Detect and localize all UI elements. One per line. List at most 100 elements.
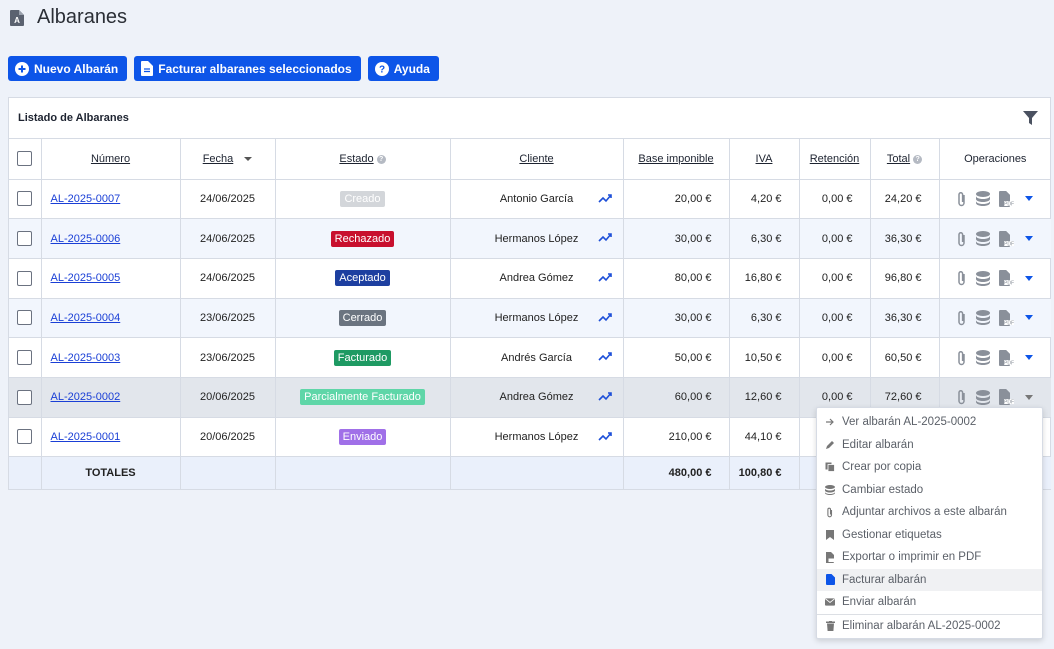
help-button[interactable]: ? Ayuda: [367, 56, 439, 81]
database-icon[interactable]: [976, 310, 991, 326]
table-row[interactable]: AL-2025-0002 20/06/2025 Parcialmente Factu…: [9, 377, 1051, 418]
row-checkbox[interactable]: [17, 231, 33, 247]
database-icon[interactable]: [976, 270, 991, 286]
trend-chart-icon[interactable]: [597, 391, 612, 401]
database-icon[interactable]: [976, 389, 991, 405]
col-numero[interactable]: Número: [41, 139, 181, 180]
paperclip-icon[interactable]: [957, 231, 967, 247]
paperclip-icon: [825, 507, 835, 518]
albaran-number-link[interactable]: AL-2025-0003: [50, 351, 121, 364]
page-header: A Albaranes: [10, 6, 127, 29]
invoice-selected-button[interactable]: Facturar albaranes seleccionados: [134, 56, 361, 81]
col-base[interactable]: Base imponible: [623, 139, 730, 180]
chevron-down-icon[interactable]: [1025, 275, 1034, 281]
pdf-icon[interactable]: PDF: [999, 389, 1015, 406]
menu-item-trash[interactable]: Eliminar albarán AL-2025-0002: [817, 615, 1042, 638]
invoice-icon: [825, 574, 835, 586]
trend-chart-icon[interactable]: [597, 272, 612, 282]
col-iva[interactable]: IVA: [729, 139, 800, 180]
row-checkbox[interactable]: [17, 270, 33, 286]
new-albaran-button[interactable]: Nuevo Albarán: [8, 56, 128, 81]
albaran-number-link[interactable]: AL-2025-0007: [50, 192, 121, 205]
table-row[interactable]: AL-2025-0004 23/06/2025 Cerrado Hermanos Ló…: [9, 298, 1051, 339]
row-checkbox[interactable]: [17, 429, 33, 445]
albaran-number-link[interactable]: AL-2025-0002: [50, 391, 121, 404]
col-total[interactable]: Total?: [870, 139, 940, 180]
paperclip-icon[interactable]: [957, 350, 967, 366]
database-icon[interactable]: [976, 191, 991, 207]
base-cell: 80,00 €: [623, 258, 730, 299]
col-retencion[interactable]: Retención: [799, 139, 871, 180]
trend-chart-icon[interactable]: [597, 312, 612, 322]
database-icon[interactable]: [976, 231, 991, 247]
table-header-row: Número Fecha Estado? Cliente Base imponi…: [9, 139, 1051, 180]
paperclip-icon[interactable]: [957, 389, 967, 405]
database-icon[interactable]: [976, 350, 991, 366]
menu-item-paperclip[interactable]: Adjuntar archivos a este albarán: [817, 501, 1042, 524]
paperclip-icon[interactable]: [957, 270, 967, 286]
base-cell: 210,00 €: [623, 417, 730, 458]
col-total-label: Total: [886, 152, 911, 165]
sort-desc-icon: [244, 156, 253, 161]
trend-chart-icon[interactable]: [597, 193, 612, 203]
svg-text:PDF: PDF: [1004, 281, 1014, 287]
iva-cell: 12,60 €: [729, 377, 800, 418]
row-checkbox[interactable]: [17, 389, 33, 405]
albaran-number-link[interactable]: AL-2025-0006: [50, 232, 121, 245]
iva-cell: 6,30 €: [729, 298, 800, 339]
menu-item-invoice[interactable]: Facturar albarán: [817, 568, 1042, 591]
row-checkbox[interactable]: [17, 191, 33, 207]
svg-text:A: A: [14, 16, 20, 25]
cliente-name: Andrea Gómez: [499, 272, 574, 285]
col-cliente[interactable]: Cliente: [450, 139, 624, 180]
pdf-icon[interactable]: PDF: [999, 349, 1015, 366]
row-operations: PDF: [940, 349, 1052, 366]
table-row[interactable]: AL-2025-0007 24/06/2025 Creado Antonio Garc…: [9, 179, 1051, 220]
trend-chart-icon[interactable]: [597, 431, 612, 441]
albaran-number-link[interactable]: AL-2025-0004: [50, 311, 121, 324]
trend-chart-icon[interactable]: [597, 351, 612, 361]
pdf-icon[interactable]: PDF: [999, 270, 1015, 287]
retencion-cell: 0,00 €: [799, 258, 871, 299]
trash-icon: [825, 620, 835, 631]
table-row[interactable]: AL-2025-0005 24/06/2025 Aceptado Andrea Góm…: [9, 258, 1051, 299]
chevron-down-icon[interactable]: [1025, 315, 1034, 321]
menu-item-pdf[interactable]: Exportar o imprimir en PDF: [817, 546, 1042, 569]
status-badge: Facturado: [333, 349, 392, 366]
menu-item-copy[interactable]: Crear por copia: [817, 456, 1042, 479]
svg-text:PDF: PDF: [1004, 400, 1014, 406]
base-cell: 20,00 €: [623, 179, 730, 220]
retencion-cell: 0,00 €: [799, 179, 871, 220]
table-row[interactable]: AL-2025-0006 24/06/2025 Rechazado Hermanos …: [9, 218, 1051, 259]
filter-icon[interactable]: [1023, 110, 1038, 126]
chevron-down-icon[interactable]: [1025, 196, 1034, 202]
select-all-checkbox[interactable]: [17, 151, 33, 167]
total-cell: 36,30 €: [870, 298, 940, 339]
row-checkbox[interactable]: [17, 310, 33, 326]
cliente-name: Antonio García: [499, 192, 574, 205]
chevron-down-icon[interactable]: [1025, 394, 1034, 400]
page-title: Albaranes: [37, 6, 128, 28]
menu-item-envelope[interactable]: Enviar albarán: [817, 591, 1042, 614]
col-estado[interactable]: Estado?: [275, 139, 451, 180]
albaran-number-link[interactable]: AL-2025-0001: [50, 430, 121, 443]
pdf-icon[interactable]: PDF: [999, 230, 1015, 247]
menu-item-label: Gestionar etiquetas: [842, 528, 942, 541]
question-icon: ?: [913, 154, 923, 164]
menu-item-database[interactable]: Cambiar estado: [817, 479, 1042, 502]
chevron-down-icon[interactable]: [1025, 355, 1034, 361]
pdf-icon[interactable]: PDF: [999, 309, 1015, 326]
menu-item-pencil[interactable]: Editar albarán: [817, 434, 1042, 457]
pdf-icon[interactable]: PDF: [999, 190, 1015, 207]
trend-chart-icon[interactable]: [597, 232, 612, 242]
paperclip-icon[interactable]: [957, 310, 967, 326]
table-row[interactable]: AL-2025-0003 23/06/2025 Facturado Andrés Ga…: [9, 337, 1052, 378]
chevron-down-icon[interactable]: [1025, 236, 1034, 242]
row-checkbox[interactable]: [17, 350, 33, 366]
albaran-number-link[interactable]: AL-2025-0005: [50, 272, 121, 285]
menu-item-arrow-right[interactable]: Ver albarán AL-2025-0002: [817, 411, 1042, 434]
menu-item-bookmark[interactable]: Gestionar etiquetas: [817, 524, 1042, 547]
col-fecha[interactable]: Fecha: [180, 139, 276, 180]
paperclip-icon[interactable]: [957, 191, 967, 207]
bookmark-icon: [825, 529, 835, 540]
